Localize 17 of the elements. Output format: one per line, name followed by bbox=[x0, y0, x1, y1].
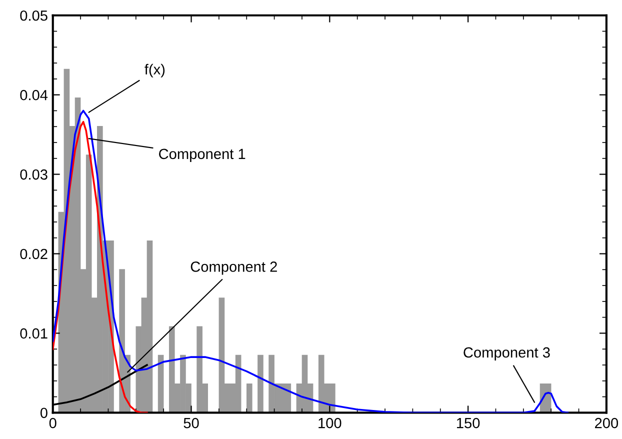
annotation: Component 3 bbox=[464, 347, 550, 361]
x-tick-label: 150 bbox=[457, 418, 480, 428]
line-series bbox=[52, 120, 148, 413]
y-tick-label: 0.01 bbox=[20, 328, 48, 339]
y-tick-label: 0.03 bbox=[20, 169, 48, 180]
annotation: Component 1 bbox=[159, 148, 246, 162]
x-tick-label: 50 bbox=[184, 418, 199, 428]
x-tick-label: 0 bbox=[49, 418, 56, 428]
y-tick-label: 0.04 bbox=[20, 90, 48, 100]
annotation: Component 2 bbox=[190, 262, 277, 275]
y-tick-label: 0 bbox=[40, 408, 48, 418]
x-tick-label: 100 bbox=[318, 418, 342, 428]
y-tick-label: 0.02 bbox=[20, 248, 48, 260]
x-tick-label: 200 bbox=[595, 418, 618, 428]
line-series bbox=[52, 110, 569, 413]
annotation: f(x) bbox=[144, 64, 165, 78]
y-tick-label: 0.05 bbox=[20, 10, 48, 21]
